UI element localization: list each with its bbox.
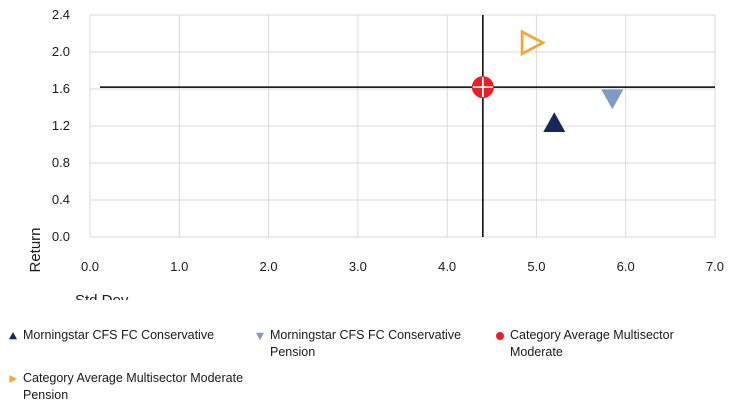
legend-item: Category Average Multisector Moderate Pe… — [8, 370, 248, 404]
y-tick-label: 1.6 — [52, 81, 70, 96]
reference-lines — [100, 15, 715, 237]
legend-marker-glyph — [496, 332, 504, 340]
data-point — [543, 112, 566, 133]
x-tick-label: 3.0 — [349, 259, 367, 274]
legend-item: Morningstar CFS FC Conservative Pension — [255, 327, 485, 361]
legend-marker-glyph — [256, 332, 264, 340]
x-tick-label: 4.0 — [438, 259, 456, 274]
legend-marker-glyph — [9, 332, 17, 340]
legend-item: Morningstar CFS FC Conservative — [8, 327, 248, 344]
y-tick-label: 1.2 — [52, 118, 70, 133]
legend-marker-icon — [255, 327, 267, 344]
scatter-chart: 0.0 0.4 0.8 1.2 1.6 2.0 2.4 0.0 1.0 2.0 3.0 4.0 5.0 6… — [27, 7, 724, 300]
legend-label: Morningstar CFS FC Conservative — [23, 328, 215, 342]
y-tick-label: 0.0 — [52, 229, 70, 244]
data-point — [601, 89, 624, 110]
data-point — [520, 29, 546, 57]
legend-marker-glyph — [9, 375, 17, 383]
data-points — [471, 29, 624, 133]
y-tick-label: 2.4 — [52, 7, 70, 22]
y-axis-title: Return — [27, 227, 44, 272]
x-tick-label: 0.0 — [81, 259, 99, 274]
legend-label: Category Average Multisector Moderate — [510, 328, 674, 359]
x-tick-label: 5.0 — [527, 259, 545, 274]
legend-item: Category Average Multisector Moderate — [495, 327, 720, 361]
legend-label: Morningstar CFS FC Conservative Pension — [270, 328, 462, 359]
x-tick-label: 7.0 — [706, 259, 724, 274]
x-tick-label: 6.0 — [617, 259, 635, 274]
y-tick-label: 2.0 — [52, 44, 70, 59]
legend-marker-shape — [256, 332, 264, 340]
y-tick-label: 0.8 — [52, 155, 70, 170]
legend-marker-icon — [8, 370, 20, 387]
grid-lines — [89, 14, 716, 238]
legend-marker-shape — [496, 332, 504, 340]
tick-labels: 0.0 0.4 0.8 1.2 1.6 2.0 2.4 0.0 1.0 2.0 3.0 4.0 5.0 6… — [52, 7, 724, 274]
legend-marker-shape — [9, 332, 17, 340]
x-axis-title: Std Dev — [75, 292, 129, 300]
legend-marker-shape — [9, 375, 17, 383]
legend-label: Category Average Multisector Moderate Pe… — [23, 371, 244, 402]
x-tick-label: 1.0 — [170, 259, 188, 274]
y-tick-label: 0.4 — [52, 192, 70, 207]
data-point — [471, 76, 494, 99]
legend-marker-icon — [495, 327, 507, 344]
legend-marker-icon — [8, 327, 20, 344]
x-tick-label: 2.0 — [260, 259, 278, 274]
